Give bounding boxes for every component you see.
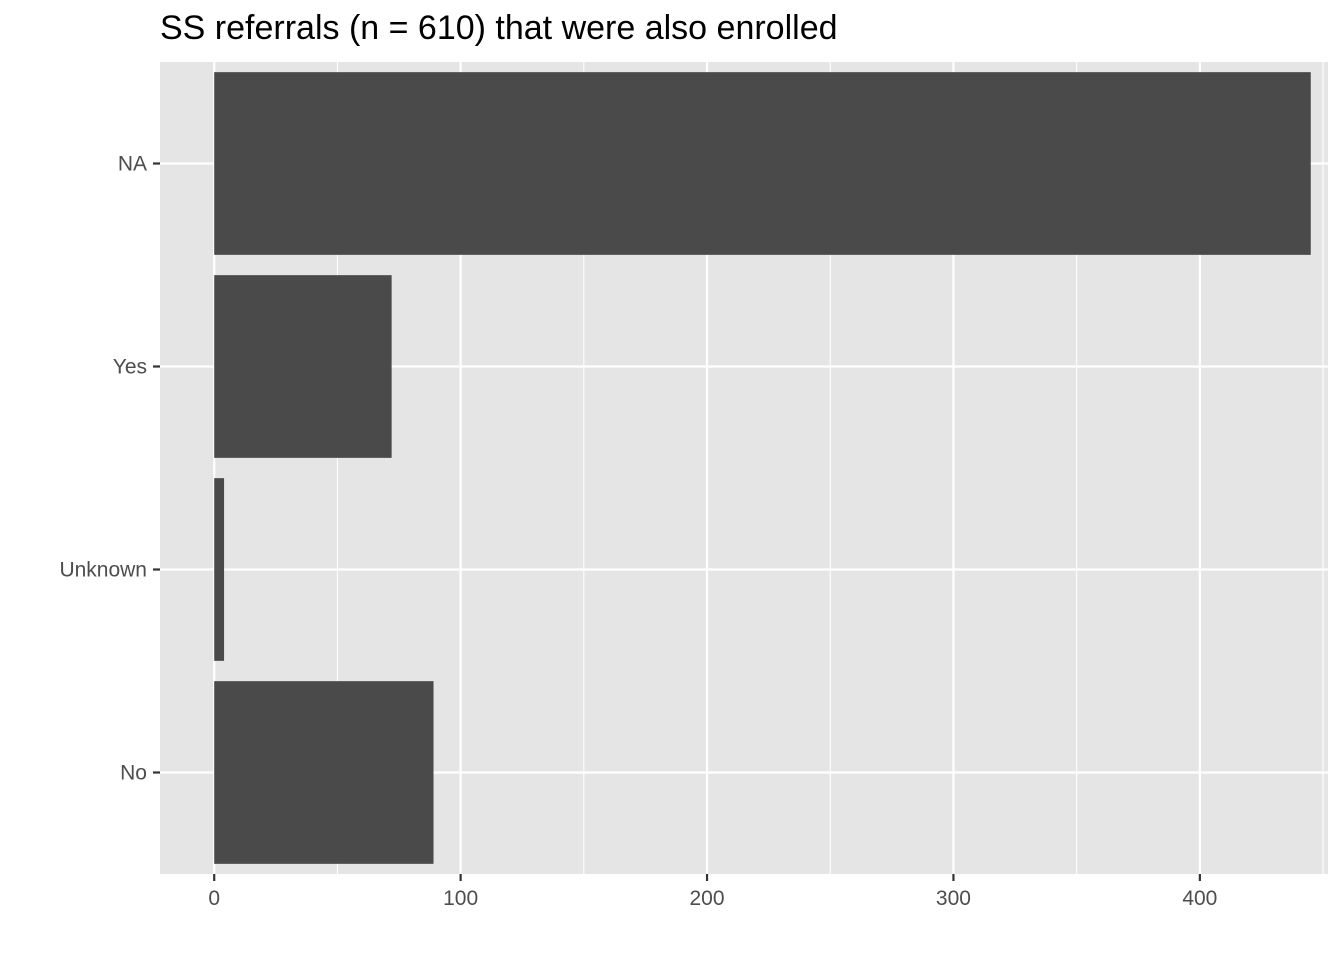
y-tick-label: Unknown bbox=[59, 559, 147, 582]
bar-yes bbox=[214, 275, 392, 458]
chart-title: SS referrals (n = 610) that were also en… bbox=[160, 9, 838, 47]
bars bbox=[214, 72, 1311, 864]
axes: NA Yes Unknown No 0 100 200 300 400 bbox=[59, 153, 1217, 911]
x-tick-label: 200 bbox=[690, 887, 725, 910]
x-tick-label: 300 bbox=[936, 887, 971, 910]
y-tick-label: No bbox=[120, 762, 147, 785]
x-tick-label: 400 bbox=[1182, 887, 1217, 910]
x-tick-label: 0 bbox=[208, 887, 220, 910]
x-tick-label: 100 bbox=[443, 887, 478, 910]
y-tick-label: NA bbox=[118, 153, 147, 176]
bar-unknown bbox=[214, 478, 225, 661]
y-tick-label: Yes bbox=[113, 356, 147, 379]
bar-no bbox=[214, 681, 434, 864]
bar-na bbox=[214, 72, 1311, 255]
